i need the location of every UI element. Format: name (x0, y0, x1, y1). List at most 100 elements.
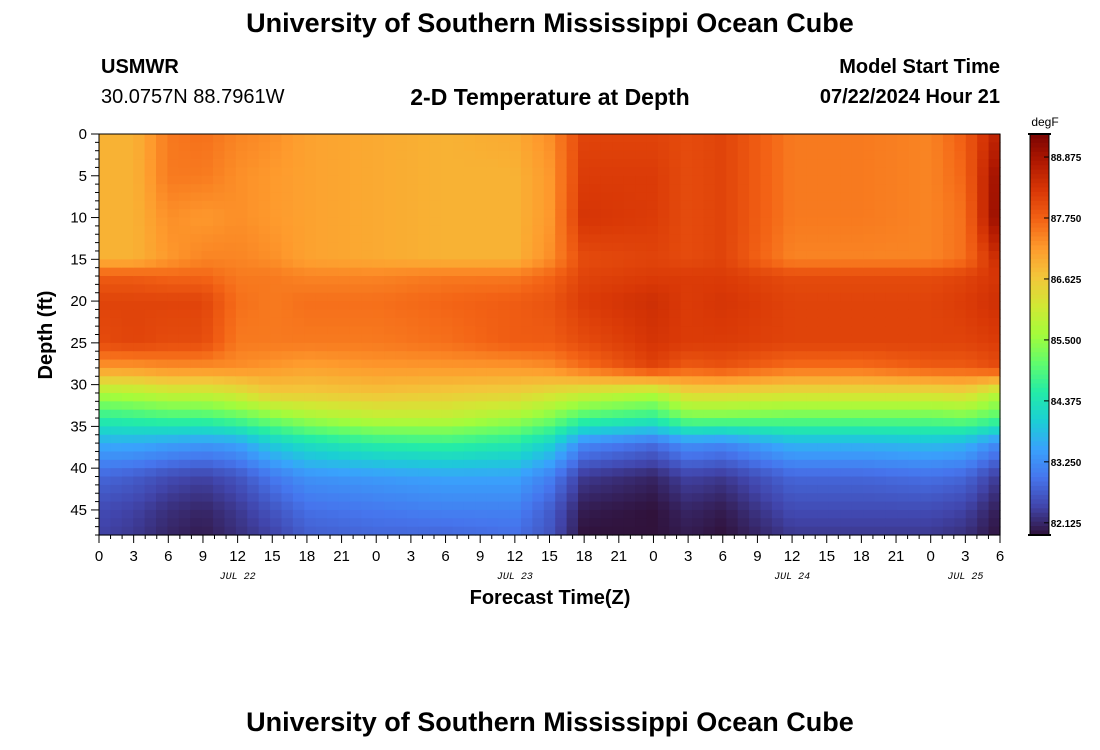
heatmap-cell (178, 367, 191, 377)
heatmap-cell (692, 518, 705, 528)
heatmap-cell (897, 309, 910, 319)
heatmap-cell (406, 142, 419, 152)
colorbar-segment (1030, 347, 1049, 353)
heatmap-cell (555, 150, 568, 160)
heatmap-cell (657, 259, 670, 269)
heatmap-cell (498, 384, 511, 394)
heatmap-cell (931, 192, 944, 202)
heatmap-cell (452, 225, 465, 235)
heatmap-cell (486, 234, 499, 244)
heatmap-cell (406, 392, 419, 402)
heatmap-cell (144, 276, 157, 285)
heatmap-cell (463, 134, 476, 143)
heatmap-cell (156, 159, 169, 169)
heatmap-cell (110, 434, 123, 444)
heatmap-cell (680, 309, 693, 319)
heatmap-cell (304, 384, 317, 394)
heatmap-cell (794, 301, 807, 311)
heatmap-cell (863, 376, 876, 386)
heatmap-cell (897, 359, 910, 369)
heatmap-cell (281, 392, 294, 402)
heatmap-cell (304, 134, 317, 143)
heatmap-cell (635, 150, 648, 160)
heatmap-cell (395, 200, 408, 210)
heatmap-cell (646, 359, 659, 369)
heatmap-cell (224, 359, 237, 369)
heatmap-cell (692, 209, 705, 219)
heatmap-cell (395, 192, 408, 202)
heatmap-cell (270, 392, 283, 402)
heatmap-cell (475, 501, 488, 511)
heatmap-cell (931, 267, 944, 277)
heatmap-cell (578, 234, 591, 244)
heatmap-cell (327, 209, 340, 219)
heatmap-cell (190, 292, 203, 302)
heatmap-cell (612, 501, 625, 511)
heatmap-cell (429, 317, 442, 327)
colorbar-segment (1030, 343, 1049, 349)
heatmap-cell (121, 351, 134, 361)
heatmap-cell (292, 376, 305, 386)
heatmap-cell (703, 376, 716, 386)
heatmap-cell (669, 284, 682, 294)
heatmap-cell (783, 192, 796, 202)
heatmap-cell (338, 142, 351, 152)
heatmap-cell (851, 376, 864, 386)
heatmap-cell (623, 142, 636, 152)
heatmap-cell (475, 175, 488, 185)
heatmap-cell (190, 468, 203, 478)
heatmap-cell (942, 217, 955, 227)
heatmap-cell (532, 175, 545, 185)
heatmap-cell (600, 259, 613, 269)
heatmap-cell (863, 484, 876, 494)
heatmap-cell (406, 509, 419, 519)
heatmap-cell (156, 401, 169, 411)
heatmap-cell (703, 150, 716, 160)
heatmap-cell (304, 326, 317, 336)
heatmap-cell (235, 225, 248, 235)
heatmap-cell (372, 459, 385, 469)
heatmap-cell (840, 326, 853, 336)
heatmap-cell (486, 451, 499, 461)
heatmap-cell (623, 526, 636, 536)
heatmap-cell (463, 518, 476, 528)
heatmap-cell (441, 376, 454, 386)
heatmap-cell (144, 250, 157, 260)
heatmap-cell (977, 526, 990, 536)
y-tick-label: 5 (79, 168, 87, 185)
heatmap-cell (235, 451, 248, 461)
heatmap-cell (692, 234, 705, 244)
heatmap-cell (771, 518, 784, 528)
heatmap-cell (692, 526, 705, 536)
heatmap-cell (213, 301, 226, 311)
heatmap-cell (418, 301, 431, 311)
heatmap-cell (874, 184, 887, 194)
heatmap-cell (863, 443, 876, 453)
heatmap-cell (612, 284, 625, 294)
heatmap-cell (178, 217, 191, 227)
heatmap-cell (920, 392, 933, 402)
heatmap-cell (589, 476, 602, 486)
heatmap-cell (384, 392, 397, 402)
heatmap-cell (190, 134, 203, 143)
heatmap-cell (156, 493, 169, 503)
heatmap-cell (692, 217, 705, 227)
heatmap-cell (942, 200, 955, 210)
heatmap-cell (760, 451, 773, 461)
heatmap-cell (771, 418, 784, 427)
heatmap-cell (270, 509, 283, 519)
heatmap-cell (783, 384, 796, 394)
heatmap-cell (874, 292, 887, 302)
heatmap-cell (292, 150, 305, 160)
heatmap-cell (942, 175, 955, 185)
heatmap-cell (224, 326, 237, 336)
heatmap-cell (840, 376, 853, 386)
heatmap-cell (863, 209, 876, 219)
heatmap-cell (897, 367, 910, 377)
heatmap-cell (566, 401, 579, 411)
heatmap-cell (623, 175, 636, 185)
heatmap-cell (292, 334, 305, 344)
heatmap-cell (566, 200, 579, 210)
heatmap-cell (840, 301, 853, 311)
heatmap-cell (110, 501, 123, 511)
